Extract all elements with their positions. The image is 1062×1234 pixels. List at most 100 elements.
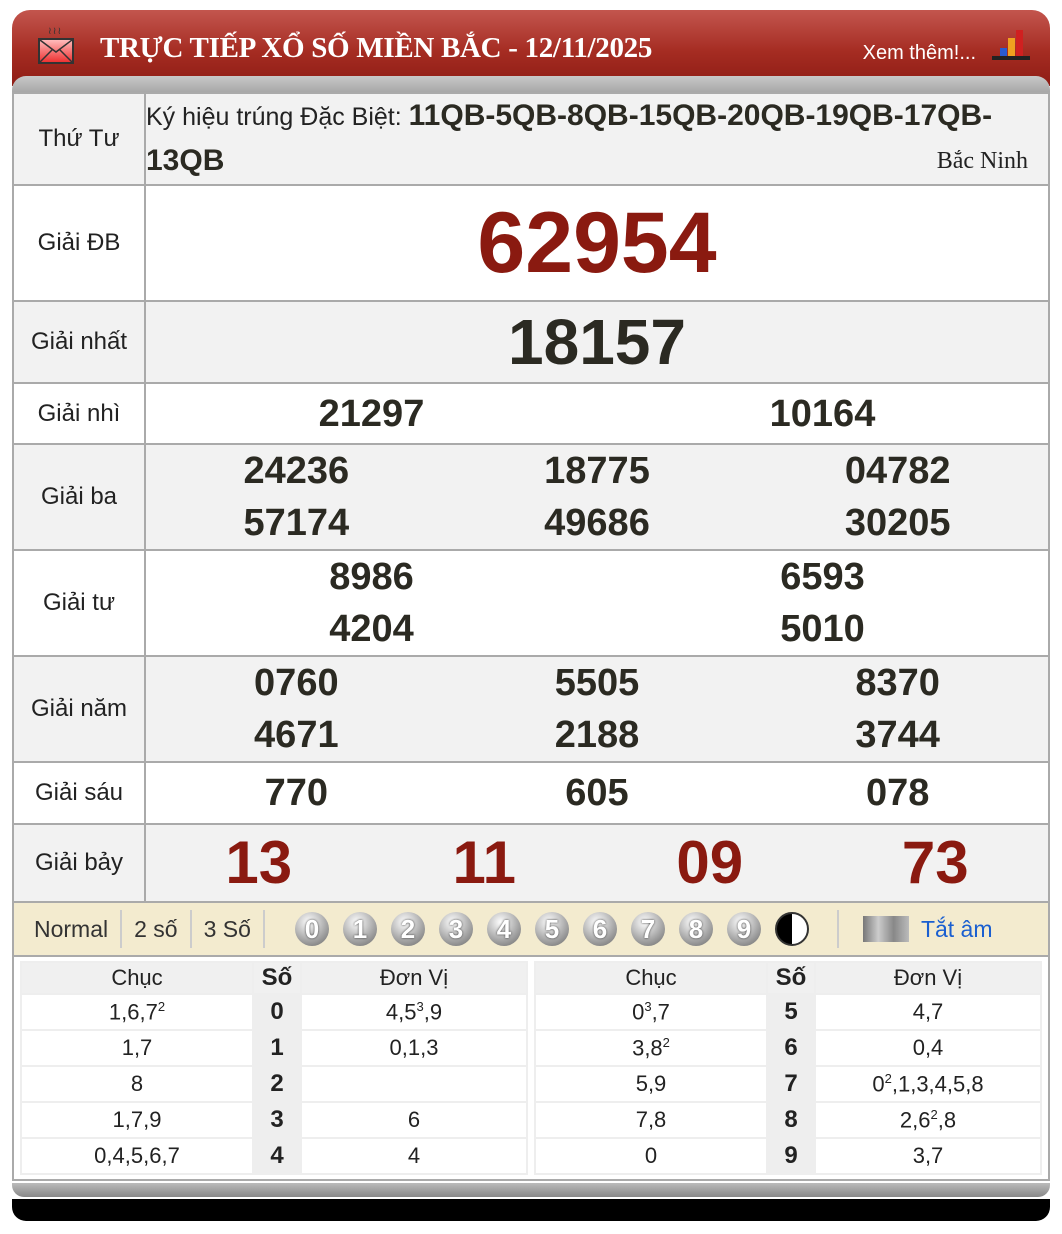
loto-table: Chục Số Đơn Vị 1,6,72 0 4,53,9 1,7 1 0,1,3 8 2 1,7,…	[12, 957, 1050, 1181]
loto-donvi: 4,53,9	[300, 993, 528, 1031]
loto-chuc: 03,7	[534, 993, 768, 1031]
loto-header: Đơn Vị	[300, 961, 528, 995]
prize-number: 18157	[508, 306, 686, 378]
special-code-cell: Ký hiệu trúng Đặc Biệt: 11QB-5QB-8QB-15Q…	[144, 92, 1050, 186]
mode-2-so[interactable]: 2 số	[122, 910, 192, 948]
digit-ball-9[interactable]: 9	[726, 912, 761, 946]
prize-number: 4671	[254, 714, 339, 756]
prize-number: 10164	[769, 392, 876, 435]
loto-so: 3	[252, 1101, 302, 1139]
prize-number: 04782	[844, 450, 951, 492]
loto-chuc: 7,8	[534, 1101, 768, 1139]
loto-so: 8	[766, 1101, 816, 1139]
prize-label: Giải tư	[12, 549, 146, 657]
loto-row: 0 9 3,7	[534, 1137, 1042, 1175]
digit-ball-3[interactable]: 3	[438, 912, 473, 946]
prize-number: 5010	[780, 608, 865, 650]
prize-label: Giải nhất	[12, 300, 146, 384]
yin-yang-icon[interactable]	[774, 912, 809, 946]
header-band	[12, 76, 1050, 92]
prize-number: 078	[865, 772, 930, 814]
loto-so: 6	[766, 1029, 816, 1067]
loto-chuc: 5,9	[534, 1065, 768, 1103]
loto-donvi	[300, 1065, 528, 1103]
mute-button[interactable]: Tắt âm	[920, 915, 993, 942]
loto-chuc: 3,82	[534, 1029, 768, 1067]
sound-icon[interactable]	[862, 916, 909, 942]
loto-header: Số	[252, 961, 302, 995]
prize-row: Giải sáu 770 605 078	[12, 761, 1050, 825]
loto-so: 1	[252, 1029, 302, 1067]
loto-row: 0,4,5,6,7 4 4	[20, 1137, 528, 1175]
prize-number: 30205	[844, 502, 951, 544]
prize-label: Giải ba	[12, 443, 146, 551]
prize-number: 73	[901, 829, 969, 896]
digit-ball-5[interactable]: 5	[534, 912, 569, 946]
loto-so: 7	[766, 1065, 816, 1103]
prize-row: Giải tư 8986 6593 4204 5010	[12, 549, 1050, 657]
loto-table-left: Chục Số Đơn Vị 1,6,72 0 4,53,9 1,7 1 0,1,3 8 2 1,7,…	[20, 961, 528, 1175]
loto-chuc: 1,6,72	[20, 993, 254, 1031]
loto-header: Chục	[534, 961, 768, 995]
loto-row: 1,7,9 3 6	[20, 1101, 528, 1139]
prize-number: 5505	[554, 662, 640, 704]
more-link[interactable]: Xem thêm!...	[862, 42, 976, 64]
mode-3-so[interactable]: 3 Số	[192, 910, 265, 948]
loto-chuc: 0,4,5,6,7	[20, 1137, 254, 1175]
mode-normal[interactable]: Normal	[14, 910, 123, 948]
prize-number: 11	[452, 829, 516, 896]
loto-row: 03,7 5 4,7	[534, 993, 1042, 1031]
loto-so: 2	[252, 1065, 302, 1103]
loto-header: Đơn Vị	[814, 961, 1042, 995]
prize-number: 2188	[554, 714, 640, 756]
loto-chuc: 8	[20, 1065, 254, 1103]
results-table: Thứ Tư Ký hiệu trúng Đặc Biệt: 11QB-5QB-…	[12, 92, 1050, 903]
digit-ball-8[interactable]: 8	[678, 912, 713, 946]
prize-label: Giải bảy	[12, 823, 146, 903]
prize-number: 24236	[243, 450, 350, 492]
prize-number: 62954	[477, 194, 717, 291]
prize-number: 8986	[329, 556, 414, 598]
prize-row: Giải năm 0760 5505 8370 4671 2188 3744	[12, 655, 1050, 763]
loto-chuc: 1,7	[20, 1029, 254, 1067]
prize-number: 770	[264, 772, 329, 814]
digit-ball-7[interactable]: 7	[630, 912, 665, 946]
loto-donvi: 2,62,8	[814, 1101, 1042, 1139]
bar-chart-icon[interactable]	[992, 30, 1030, 60]
day-label: Thứ Tư	[12, 92, 146, 186]
loto-donvi: 3,7	[814, 1137, 1042, 1175]
province: Bắc Ninh	[936, 148, 1028, 174]
prize-number: 8370	[855, 662, 940, 704]
loto-donvi: 4	[300, 1137, 528, 1175]
loto-so: 4	[252, 1137, 302, 1175]
prize-number: 49686	[544, 502, 650, 544]
loto-donvi: 6	[300, 1101, 528, 1139]
loto-donvi: 0,4	[814, 1029, 1042, 1067]
loto-row: 3,82 6 0,4	[534, 1029, 1042, 1067]
prize-number: 09	[676, 829, 744, 896]
page-title: TRỰC TIẾP XỔ SỐ MIỀN BẮC - 12/11/2025	[100, 32, 653, 64]
lottery-widget: ≀≀≀ TRỰC TIẾP XỔ SỐ MIỀN BẮC - 12/11/202…	[12, 10, 1050, 1221]
prize-label: Giải sáu	[12, 761, 146, 825]
loto-donvi: 0,1,3	[300, 1029, 528, 1067]
digit-ball-0[interactable]: 0	[294, 912, 329, 946]
prize-number: 21297	[318, 392, 425, 435]
loto-row: 1,6,72 0 4,53,9	[20, 993, 528, 1031]
prize-row: Giải nhì 21297 10164	[12, 382, 1050, 445]
digit-ball-6[interactable]: 6	[582, 912, 617, 946]
mail-icon	[38, 38, 74, 64]
prize-number: 57174	[243, 502, 350, 544]
loto-so: 0	[252, 993, 302, 1031]
digit-ball-2[interactable]: 2	[390, 912, 425, 946]
digit-ball-4[interactable]: 4	[486, 912, 521, 946]
prize-number: 18775	[544, 450, 650, 492]
special-code-label: Ký hiệu trúng Đặc Biệt:	[146, 103, 402, 131]
prize-row: Giải ĐB 62954	[12, 184, 1050, 302]
loto-header: Số	[766, 961, 816, 995]
loto-so: 9	[766, 1137, 816, 1175]
loto-donvi: 4,7	[814, 993, 1042, 1031]
digit-ball-1[interactable]: 1	[342, 912, 377, 946]
header: ≀≀≀ TRỰC TIẾP XỔ SỐ MIỀN BẮC - 12/11/202…	[12, 10, 1050, 86]
prize-number: 0760	[254, 662, 339, 704]
